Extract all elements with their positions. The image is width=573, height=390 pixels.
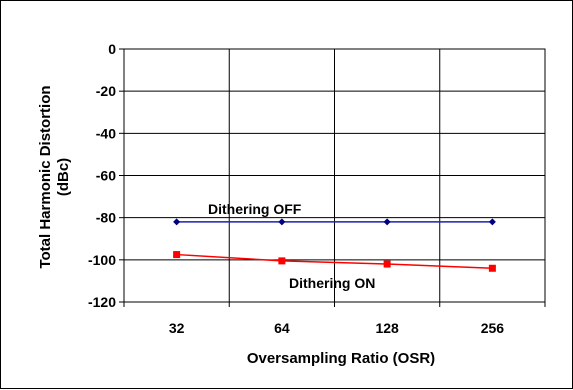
x-axis-ticks: 32 64 128 256 — [123, 302, 546, 336]
series-dithering-on — [173, 251, 496, 272]
y-tick-label: -120 — [88, 294, 116, 310]
data-point-diamond — [278, 218, 286, 226]
x-tick-label: 256 — [481, 320, 505, 336]
y-tick-label: -40 — [96, 125, 116, 141]
grid-lines — [124, 48, 545, 303]
y-tick-label: -60 — [96, 168, 116, 184]
data-point-diamond — [173, 218, 181, 226]
y-tick-label: -80 — [96, 210, 116, 226]
data-point-square — [383, 260, 391, 268]
x-tick-label: 64 — [274, 320, 290, 336]
data-point-square — [488, 264, 496, 272]
data-point-square — [173, 251, 181, 259]
y-tick-label: 0 — [108, 41, 116, 57]
data-series — [173, 218, 496, 272]
x-tick-label: 32 — [169, 320, 185, 336]
y-axis-ticks: 0 -20 -40 -60 -80 -100 -120 — [88, 41, 124, 310]
y-tick-label: -20 — [96, 83, 116, 99]
x-axis-title: Oversampling Ratio (OSR) — [247, 350, 435, 367]
y-axis-title-line2: (dBc) — [55, 158, 72, 196]
y-axis-title-line1: Total Harmonic Distortion — [37, 85, 54, 268]
y-tick-label: -100 — [88, 252, 116, 268]
series-label-dithering-on: Dithering ON — [289, 275, 375, 291]
data-point-diamond — [383, 218, 391, 226]
series-dithering-off — [173, 218, 496, 226]
data-point-square — [278, 257, 286, 265]
data-point-diamond — [488, 218, 496, 226]
x-tick-label: 128 — [375, 320, 399, 336]
series-line — [176, 253, 493, 270]
series-label-dithering-off: Dithering OFF — [208, 201, 302, 217]
